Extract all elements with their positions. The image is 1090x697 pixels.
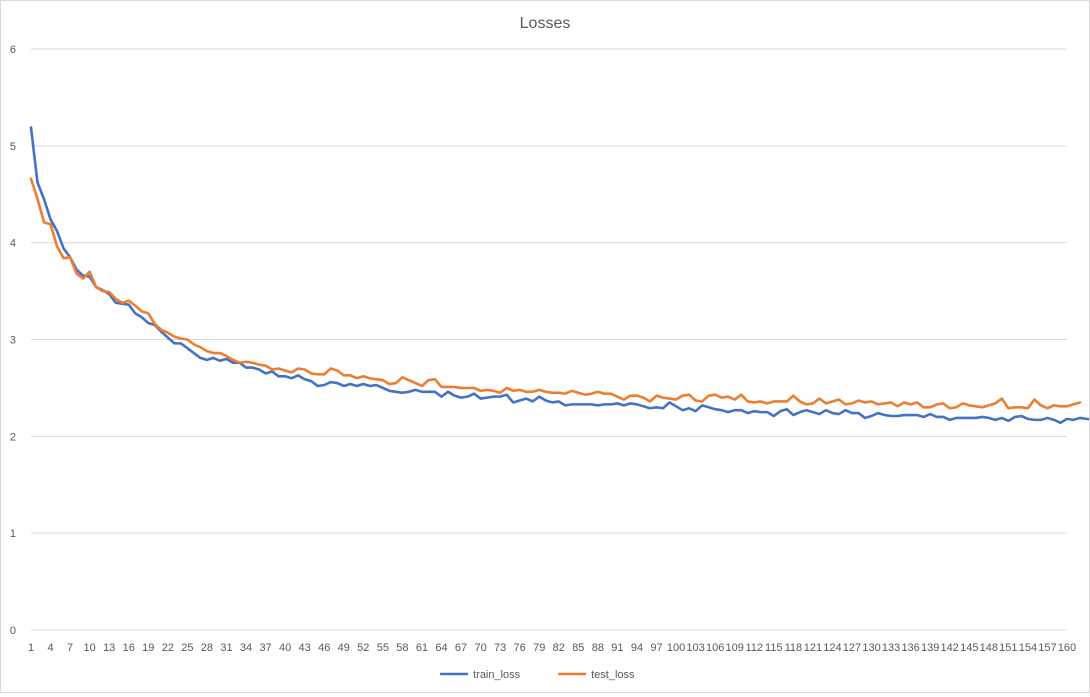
legend: train_loss test_loss xyxy=(440,669,635,681)
y-tick-label: 0 xyxy=(10,625,16,637)
x-tick-label: 151 xyxy=(999,642,1017,654)
x-tick-label: 154 xyxy=(1019,642,1037,654)
y-tick-label: 2 xyxy=(10,431,16,443)
x-tick-label: 40 xyxy=(279,642,291,654)
legend-label: test_loss xyxy=(591,669,635,681)
x-tick-label: 142 xyxy=(941,642,959,654)
x-tick-label: 145 xyxy=(960,642,978,654)
y-tick-label: 1 xyxy=(10,528,16,540)
y-tick-label: 5 xyxy=(10,141,16,153)
x-tick-label: 67 xyxy=(455,642,467,654)
legend-label: train_loss xyxy=(473,669,521,681)
x-tick-label: 124 xyxy=(823,642,841,654)
x-tick-label: 127 xyxy=(843,642,861,654)
x-tick-label: 46 xyxy=(318,642,330,654)
x-tick-label: 70 xyxy=(474,642,486,654)
x-tick-label: 91 xyxy=(611,642,623,654)
x-axis-ticks: 1 4 7 10 13 16 19 22 25 28 31 34 37 40 43 46 49 52 55 58 61 6… xyxy=(28,642,1076,654)
x-tick-label: 34 xyxy=(240,642,252,654)
x-tick-label: 109 xyxy=(726,642,744,654)
x-tick-label: 112 xyxy=(745,642,763,654)
x-tick-label: 4 xyxy=(47,642,53,654)
x-tick-label: 73 xyxy=(494,642,506,654)
y-tick-label: 3 xyxy=(10,335,16,347)
x-tick-label: 133 xyxy=(882,642,900,654)
series-line-test-loss xyxy=(29,177,1082,410)
x-tick-label: 106 xyxy=(706,642,724,654)
x-tick-label: 10 xyxy=(84,642,96,654)
gridlines xyxy=(31,48,1067,631)
x-tick-label: 22 xyxy=(162,642,174,654)
x-tick-label: 28 xyxy=(201,642,213,654)
x-tick-label: 121 xyxy=(804,642,822,654)
x-tick-label: 16 xyxy=(123,642,135,654)
x-tick-label: 85 xyxy=(572,642,584,654)
x-tick-label: 25 xyxy=(181,642,193,654)
x-tick-label: 100 xyxy=(667,642,685,654)
x-tick-label: 148 xyxy=(980,642,998,654)
x-tick-label: 82 xyxy=(553,642,565,654)
x-tick-label: 136 xyxy=(901,642,919,654)
x-tick-label: 13 xyxy=(103,642,115,654)
x-tick-label: 76 xyxy=(514,642,526,654)
x-tick-label: 118 xyxy=(785,642,803,654)
legend-item-train-loss: train_loss xyxy=(440,669,521,681)
x-tick-label: 160 xyxy=(1058,642,1076,654)
x-tick-label: 115 xyxy=(765,642,783,654)
x-tick-label: 64 xyxy=(435,642,447,654)
x-tick-label: 55 xyxy=(377,642,389,654)
x-tick-label: 94 xyxy=(631,642,643,654)
series-lines xyxy=(29,126,1090,425)
x-tick-label: 52 xyxy=(357,642,369,654)
x-tick-label: 49 xyxy=(338,642,350,654)
x-tick-label: 103 xyxy=(686,642,704,654)
x-tick-label: 7 xyxy=(67,642,73,654)
x-tick-label: 43 xyxy=(299,642,311,654)
x-tick-label: 139 xyxy=(921,642,939,654)
x-tick-label: 37 xyxy=(259,642,271,654)
x-tick-label: 19 xyxy=(142,642,154,654)
x-tick-label: 61 xyxy=(416,642,428,654)
y-tick-label: 6 xyxy=(10,44,16,56)
x-tick-label: 130 xyxy=(862,642,880,654)
legend-item-test-loss: test_loss xyxy=(558,669,635,681)
chart-title: Losses xyxy=(520,15,571,32)
x-tick-label: 1 xyxy=(28,642,34,654)
series-line-train-loss xyxy=(29,126,1090,425)
x-tick-label: 88 xyxy=(592,642,604,654)
y-tick-label: 4 xyxy=(10,238,16,250)
x-tick-label: 97 xyxy=(650,642,662,654)
x-tick-label: 31 xyxy=(220,642,232,654)
x-tick-label: 79 xyxy=(533,642,545,654)
y-axis-ticks: 0 1 2 3 4 5 6 xyxy=(10,44,16,637)
x-tick-label: 157 xyxy=(1038,642,1056,654)
x-tick-label: 58 xyxy=(396,642,408,654)
